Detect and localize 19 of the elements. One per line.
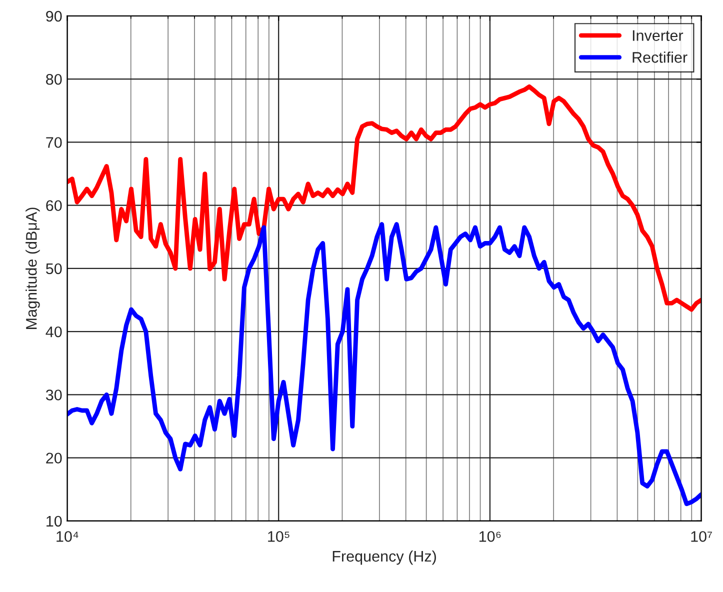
y-tick-label: 50 bbox=[46, 263, 62, 274]
y-tick-label: 60 bbox=[46, 200, 62, 212]
line-series bbox=[67, 84, 702, 312]
legend-label: Rectifier bbox=[632, 52, 688, 63]
y-tick-label: 70 bbox=[46, 137, 62, 148]
y-axis-title: Magnitude (dBμA) bbox=[26, 208, 40, 329]
y-tick-label: 10 bbox=[46, 516, 62, 527]
y-tick-label: 40 bbox=[46, 326, 62, 338]
legend-label: Inverter bbox=[632, 30, 684, 41]
x-tick-label: 10⁴ bbox=[56, 531, 78, 542]
x-tick-label: 10⁶ bbox=[479, 531, 501, 542]
line-series bbox=[67, 222, 702, 506]
x-axis-title: Frequency (Hz) bbox=[332, 550, 436, 565]
y-tick-label: 90 bbox=[46, 10, 62, 22]
x-tick-label: 10⁵ bbox=[268, 531, 290, 542]
x-tick-label: 10⁷ bbox=[691, 531, 712, 542]
y-tick-label: 20 bbox=[46, 452, 62, 464]
y-tick-label: 80 bbox=[46, 74, 62, 85]
y-tick-label: 30 bbox=[46, 390, 62, 400]
